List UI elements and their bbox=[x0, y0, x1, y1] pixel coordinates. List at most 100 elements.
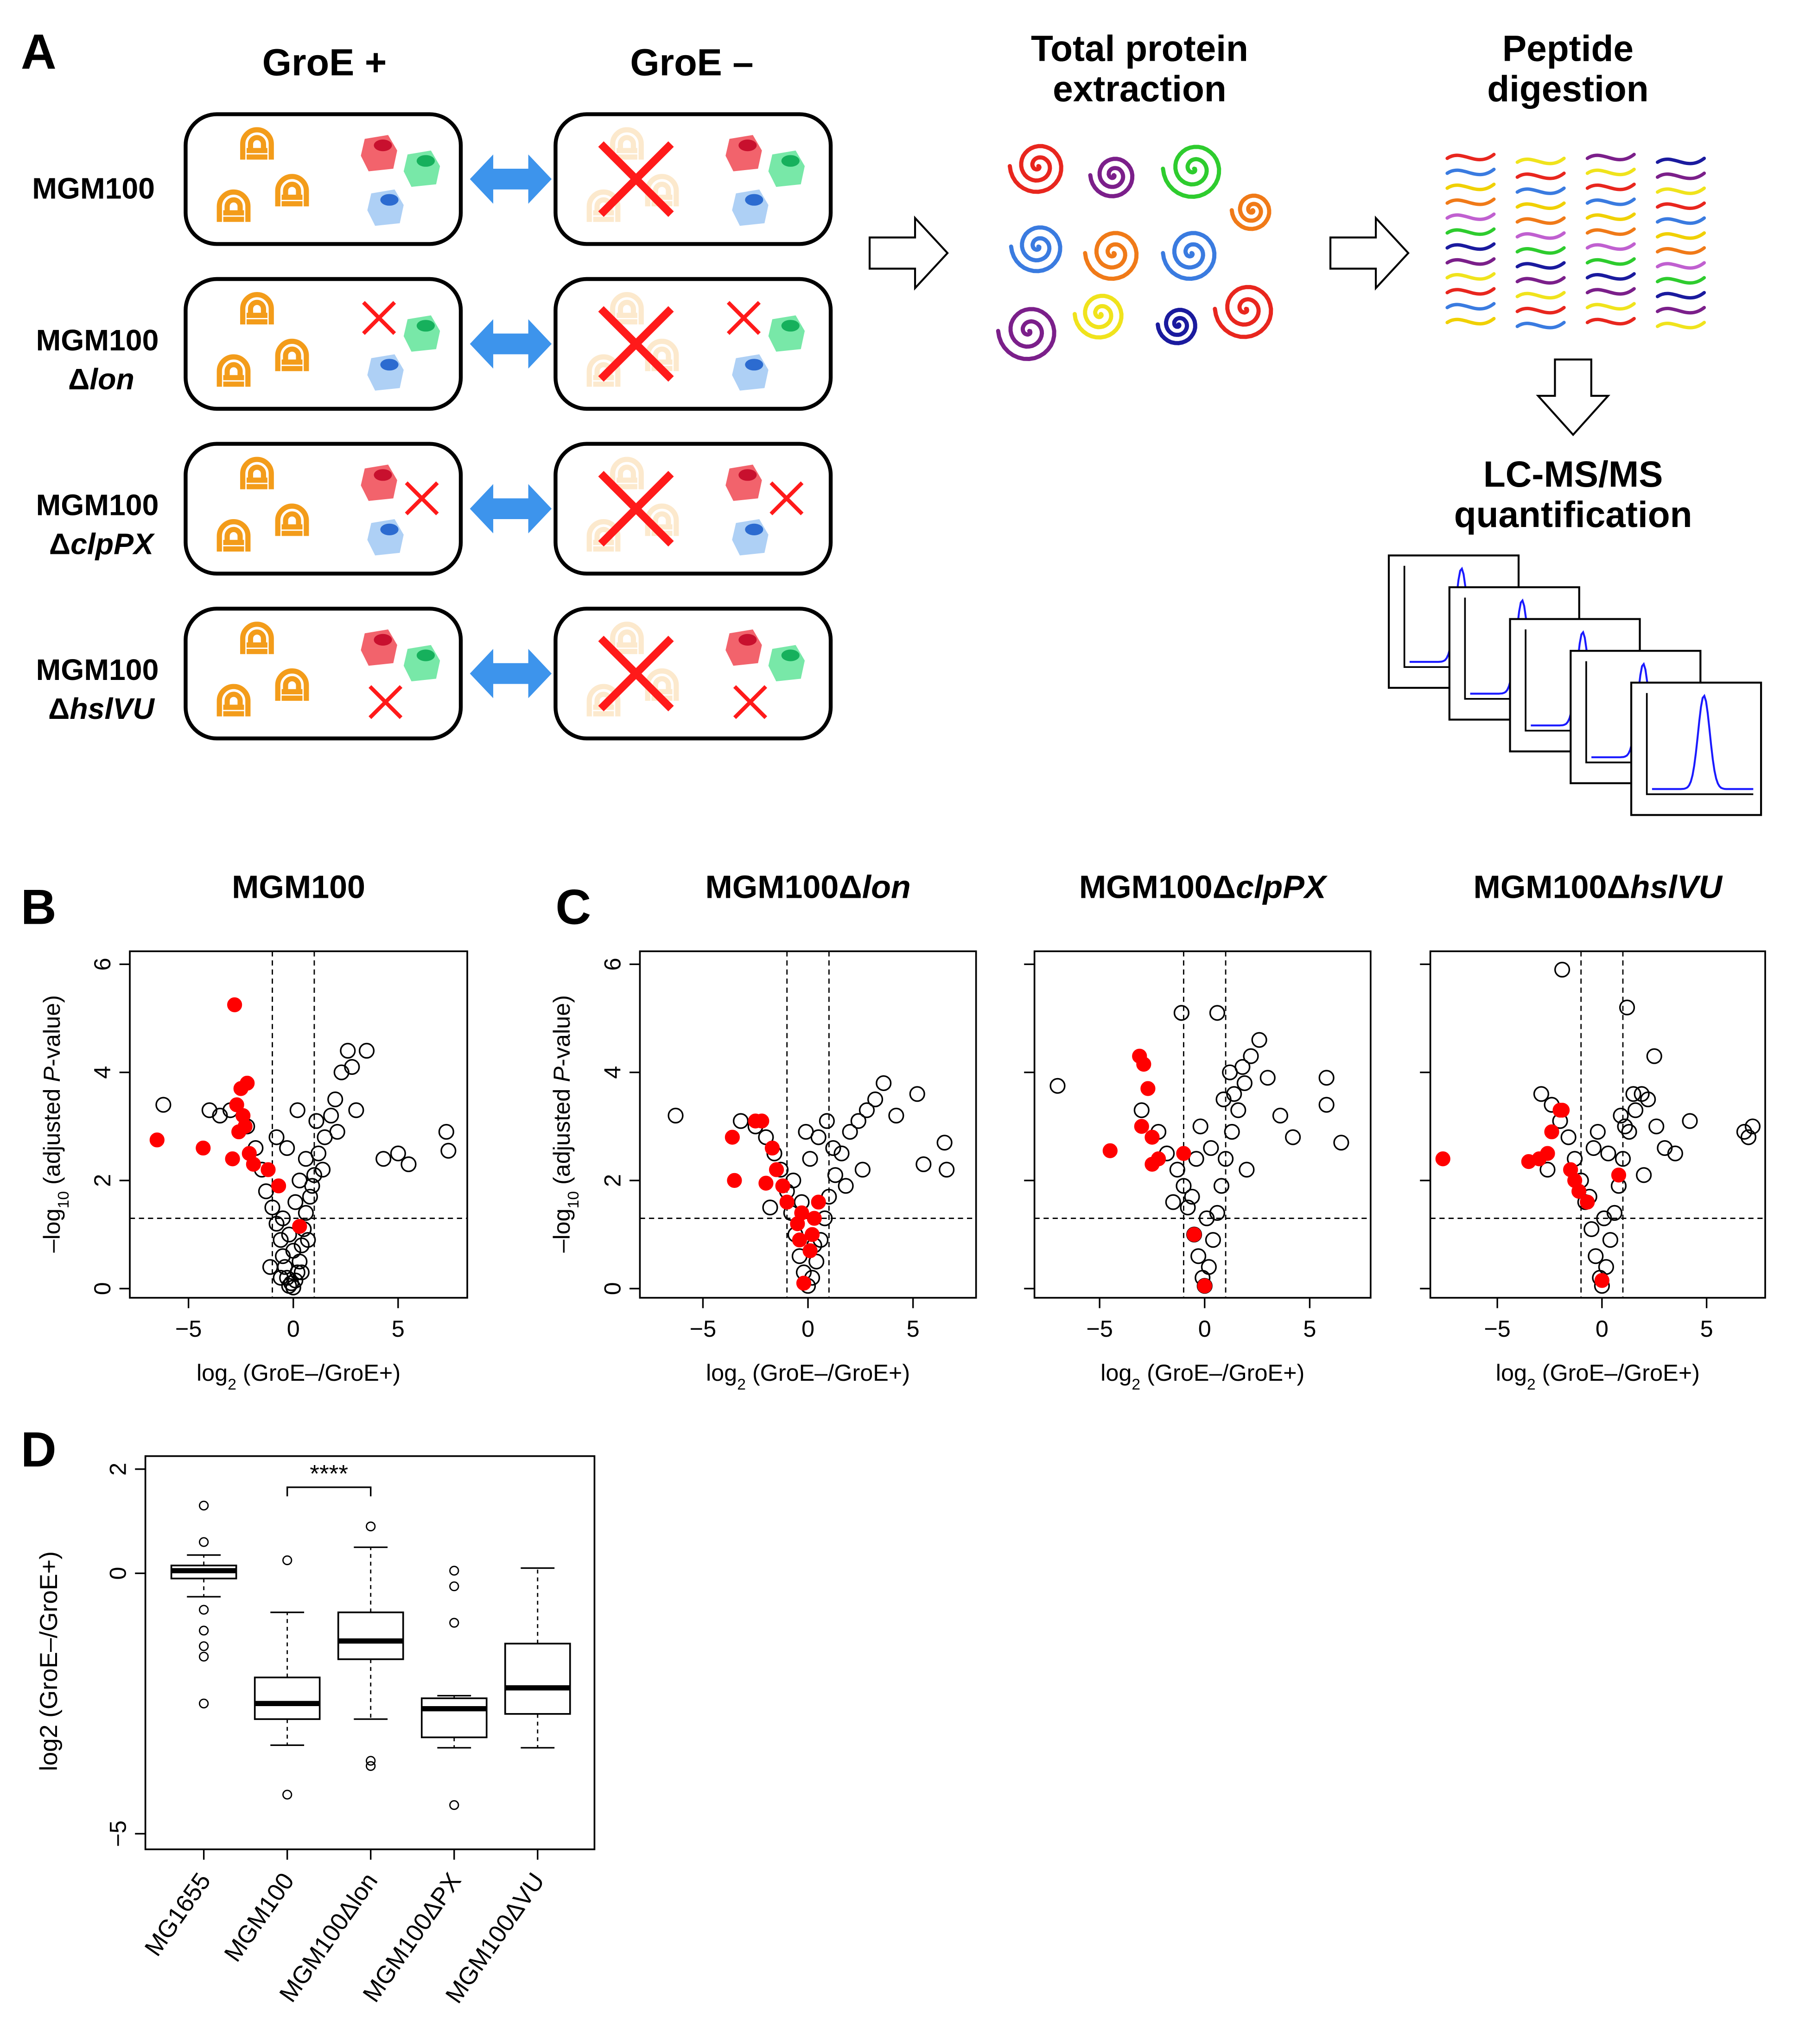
chaperone-icon bbox=[240, 622, 274, 654]
peptide bbox=[1445, 227, 1496, 236]
x-axis-label-part: 2 bbox=[737, 1376, 746, 1393]
peptide bbox=[1445, 302, 1496, 311]
protease-site bbox=[738, 634, 757, 646]
y-tick-label: 0 bbox=[599, 1282, 625, 1295]
protein-point bbox=[1209, 1205, 1226, 1221]
peptide bbox=[1655, 321, 1706, 330]
substrate-point bbox=[807, 1211, 822, 1226]
protein-point bbox=[344, 1059, 360, 1075]
protein-point bbox=[819, 1113, 835, 1129]
substrate-point bbox=[225, 1151, 240, 1167]
protein-point bbox=[306, 1167, 323, 1183]
protein-point bbox=[285, 1279, 301, 1295]
protein-point bbox=[201, 1102, 217, 1118]
protein-point bbox=[1192, 1118, 1208, 1135]
y-tick-label: 2 bbox=[599, 1174, 625, 1187]
outlier bbox=[449, 1566, 459, 1576]
chaperone-icon bbox=[610, 292, 644, 324]
protease-site bbox=[745, 523, 763, 535]
protease-site bbox=[745, 194, 763, 206]
x-axis-label-part: (GroE–/GroE+) bbox=[236, 1359, 401, 1386]
title-part: MGM100Δ bbox=[1474, 869, 1630, 905]
protein-point bbox=[375, 1151, 392, 1167]
protein-point bbox=[264, 1200, 280, 1216]
x-axis-label-part: 2 bbox=[1132, 1376, 1140, 1393]
peptide bbox=[1585, 257, 1636, 266]
x-tick-label: −5 bbox=[1484, 1315, 1510, 1342]
protein-point bbox=[1744, 1118, 1761, 1135]
peptide bbox=[1655, 261, 1706, 270]
protein-point bbox=[1621, 1124, 1637, 1140]
protein-point bbox=[1657, 1140, 1673, 1156]
deletion-cross bbox=[726, 301, 761, 335]
y-axis-label-part: –log bbox=[38, 1208, 65, 1252]
chaperone-icon bbox=[610, 622, 644, 654]
protein-point bbox=[1209, 1005, 1226, 1021]
cell-groe-plus bbox=[184, 606, 463, 741]
chaperone-icon bbox=[216, 354, 251, 387]
protein-point bbox=[1646, 1048, 1662, 1064]
panel-letter: B bbox=[21, 880, 57, 935]
y-axis-label: –log10 (adjusted P-value) bbox=[548, 995, 582, 1253]
y-axis-label: –log10 (adjusted P-value) bbox=[38, 995, 72, 1253]
peptide bbox=[1445, 182, 1496, 191]
protein-spiral bbox=[1229, 193, 1272, 231]
protein-point bbox=[833, 1145, 850, 1162]
gene-name: lon bbox=[89, 362, 134, 396]
peptide bbox=[1655, 186, 1706, 195]
protein-point bbox=[888, 1107, 904, 1124]
outlier bbox=[282, 1555, 292, 1565]
strain-mutation: ΔhslVU bbox=[48, 692, 155, 725]
peptide bbox=[1515, 156, 1566, 165]
protein-point bbox=[1560, 1129, 1577, 1145]
x-tick-label: −5 bbox=[1086, 1315, 1113, 1342]
protease-site bbox=[374, 140, 392, 152]
panel-letter: A bbox=[21, 24, 57, 79]
outlier bbox=[366, 1756, 376, 1766]
protein-point bbox=[1625, 1086, 1641, 1102]
protein-point bbox=[273, 1232, 289, 1248]
chaperone-icon bbox=[216, 684, 251, 717]
protein-spiral bbox=[1161, 231, 1217, 281]
protein-point bbox=[1596, 1210, 1612, 1226]
outlier bbox=[198, 1500, 209, 1511]
substrate-point bbox=[1611, 1168, 1627, 1183]
protein-point bbox=[314, 1162, 331, 1178]
outlier bbox=[366, 1761, 376, 1771]
chaperone-icon bbox=[275, 174, 309, 207]
protein-point bbox=[1600, 1145, 1616, 1162]
peptide bbox=[1655, 216, 1706, 225]
peptide bbox=[1585, 287, 1636, 296]
peptide bbox=[1585, 167, 1636, 177]
protein-point bbox=[1251, 1032, 1267, 1048]
y-tick-label: −5 bbox=[105, 1821, 131, 1847]
cell bbox=[553, 606, 833, 741]
cell-groe-plus bbox=[184, 112, 463, 246]
y-tick-label: 4 bbox=[89, 1066, 115, 1079]
protease-site bbox=[416, 155, 435, 167]
protein-point bbox=[1190, 1248, 1207, 1264]
chaperone-shape bbox=[240, 622, 274, 654]
protein-point bbox=[1176, 1178, 1192, 1194]
title-gene: hslVU bbox=[1630, 869, 1723, 905]
outlier bbox=[198, 1625, 209, 1636]
peptide bbox=[1445, 167, 1496, 177]
chaperone-shape bbox=[216, 354, 251, 387]
peptide bbox=[1655, 246, 1706, 255]
protein-spiral bbox=[1007, 144, 1063, 194]
protein-point bbox=[327, 1091, 343, 1108]
protein-point bbox=[289, 1102, 305, 1118]
substrate-point bbox=[240, 1075, 255, 1091]
box bbox=[504, 1643, 571, 1715]
strain-mutation: Δlon bbox=[68, 362, 134, 396]
protein-point bbox=[1333, 1135, 1349, 1151]
protein-point bbox=[916, 1156, 932, 1173]
step-title: digestion bbox=[1487, 68, 1648, 109]
peptide bbox=[1515, 231, 1566, 240]
peptide bbox=[1585, 182, 1636, 191]
protease-icon bbox=[768, 150, 805, 187]
protein-point bbox=[1201, 1259, 1217, 1275]
protein-point bbox=[1682, 1113, 1698, 1129]
deletion-cross bbox=[369, 685, 403, 719]
